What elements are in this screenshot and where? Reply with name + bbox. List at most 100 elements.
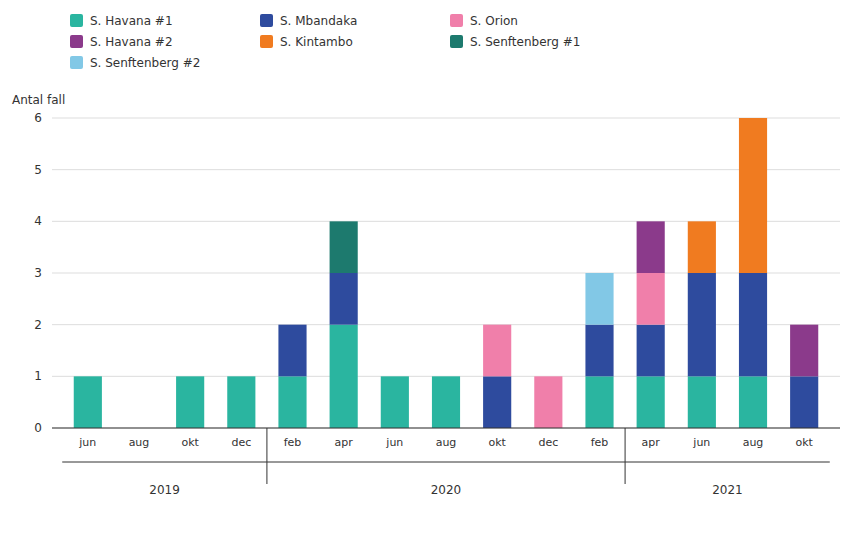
x-tick-label: apr <box>335 436 354 449</box>
bar-segment <box>176 376 204 428</box>
bar-series <box>688 118 767 273</box>
bar-segment <box>330 325 358 428</box>
bar-segment <box>381 376 409 377</box>
legend-label: S. Senftenberg #2 <box>90 56 200 70</box>
year-separator <box>266 428 267 484</box>
bar-segment <box>637 221 665 222</box>
bar-segment <box>381 376 409 377</box>
bar-segment <box>534 376 562 377</box>
bar-segment <box>483 376 511 428</box>
bar-segment <box>176 376 204 377</box>
legend-label: S. Havana #2 <box>90 35 173 49</box>
grid-line <box>52 169 840 170</box>
bar-series <box>74 325 767 428</box>
bar-segment <box>483 324 511 325</box>
bar-segment <box>227 376 255 377</box>
bar-segment <box>739 273 767 376</box>
bar-segment <box>585 273 613 325</box>
bar-segment <box>278 324 306 325</box>
y-axis: 0123456 <box>34 111 42 435</box>
bar-segment <box>432 376 460 377</box>
bar-segment <box>278 324 306 325</box>
bar-segment <box>74 376 102 428</box>
bar-segment <box>176 376 204 377</box>
year-label: 2020 <box>431 483 462 497</box>
x-tick-label: okt <box>181 436 199 449</box>
bar-segment <box>74 376 102 377</box>
legend: S. Havana #1 S. Mbandaka S. Orion S. Havana… <box>70 14 580 70</box>
bar-segment <box>278 376 306 428</box>
x-tick-label: jun <box>78 436 96 449</box>
x-tick-label: okt <box>795 436 813 449</box>
legend-swatch <box>260 35 273 48</box>
x-tick-label: jun <box>385 436 403 449</box>
bar-segment <box>432 376 460 377</box>
x-tick-label: aug <box>436 436 457 449</box>
bar-segment <box>688 221 716 222</box>
bar-segment <box>637 273 665 325</box>
bar-series <box>585 273 613 325</box>
legend-swatch <box>70 35 83 48</box>
bar-segment <box>227 376 255 377</box>
legend-item: S. Kintambo <box>260 35 353 49</box>
bar-series <box>278 273 818 428</box>
legend-swatch <box>70 14 83 27</box>
bar-segment <box>534 376 562 377</box>
bar-segment <box>534 376 562 377</box>
legend-swatch <box>450 35 463 48</box>
year-label: 2019 <box>149 483 180 497</box>
y-tick-label: 6 <box>34 111 42 125</box>
bar-segment <box>330 273 358 325</box>
bar-series <box>637 221 819 376</box>
year-label: 2021 <box>712 483 743 497</box>
bar-segment <box>176 376 204 377</box>
bar-segment <box>381 376 409 428</box>
legend-swatch <box>70 56 83 69</box>
bar-segment <box>381 376 409 377</box>
y-tick-label: 5 <box>34 163 42 177</box>
bar-segment <box>637 221 665 222</box>
bar-segment <box>790 324 818 325</box>
bar-segment <box>483 324 511 325</box>
legend-item: S. Mbandaka <box>260 14 357 28</box>
bar-segment <box>227 376 255 377</box>
legend-label: S. Kintambo <box>280 35 353 49</box>
bar-series <box>483 273 665 428</box>
bar-segment <box>483 325 511 377</box>
bar-segment <box>739 118 767 119</box>
year-bracket <box>62 462 267 463</box>
x-tick-label: okt <box>488 436 506 449</box>
bar-segment <box>381 376 409 377</box>
bar-series <box>330 221 358 273</box>
x-tick-label: aug <box>129 436 150 449</box>
x-tick-label: jun <box>692 436 710 449</box>
y-tick-label: 3 <box>34 266 42 280</box>
bar-segment <box>278 324 306 325</box>
x-axis: junaugoktdecfebaprjunaugoktdecfebaprjuna… <box>52 428 840 449</box>
bar-segment <box>74 376 102 377</box>
bar-segment <box>227 376 255 377</box>
y-tick-label: 2 <box>34 318 42 332</box>
bar-segment <box>585 325 613 377</box>
legend-label: S. Orion <box>470 14 518 28</box>
y-tick-label: 1 <box>34 369 42 383</box>
bar-segment <box>74 376 102 377</box>
bar-segment <box>278 324 306 325</box>
year-groups: 2019 2020 2021 <box>62 428 830 497</box>
bar-segment <box>739 118 767 273</box>
legend-item: S. Orion <box>450 14 518 28</box>
grid-line <box>52 324 840 325</box>
bar-segment <box>74 376 102 377</box>
bar-segment <box>176 376 204 377</box>
bar-segment <box>790 325 818 377</box>
bar-segment <box>688 221 716 273</box>
bar-segment <box>176 376 204 377</box>
x-tick-label: feb <box>591 436 609 449</box>
bar-segment <box>637 376 665 428</box>
bar-segment <box>790 376 818 428</box>
legend-label: S. Havana #1 <box>90 14 173 28</box>
bar-segment <box>432 376 460 377</box>
bar-segment <box>637 325 665 377</box>
bar-segment <box>688 221 716 222</box>
bar-segment <box>534 376 562 377</box>
